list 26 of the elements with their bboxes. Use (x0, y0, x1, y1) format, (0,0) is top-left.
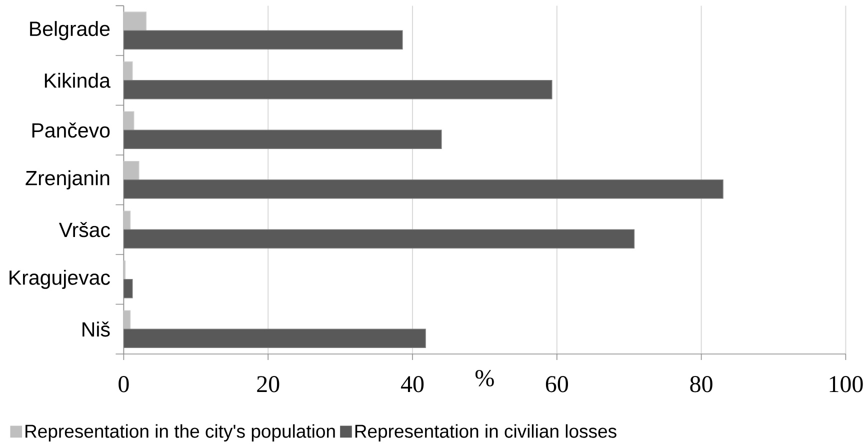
y-tick-label: Niš (82, 322, 110, 337)
bar (124, 30, 403, 50)
bar (124, 12, 146, 31)
y-tick-label: Zrenjanin (26, 170, 110, 190)
y-tick-label: Belgrade (30, 21, 110, 40)
y-tick-label: Vršac (58, 222, 110, 238)
bar (124, 130, 442, 150)
legend-label: Representation in the city's population (26, 424, 335, 442)
bar (124, 179, 724, 199)
x-axis-title: % (476, 370, 494, 386)
x-tick-label: 20 (257, 376, 280, 392)
y-tick-label: Pančevo (32, 122, 110, 138)
bar (124, 328, 426, 348)
legend-label: Representation in civilian losses (355, 424, 616, 442)
x-tick-label: 40 (400, 376, 424, 392)
bar (124, 62, 132, 80)
bar (124, 278, 133, 298)
x-tick-label: 0 (118, 376, 129, 392)
x-tick-label: 60 (546, 376, 568, 392)
y-tick-label: Kragujevac (10, 270, 110, 289)
bar (124, 160, 140, 180)
x-tick-label: 100 (830, 376, 863, 392)
x-tick-label: 80 (690, 376, 712, 392)
bar (124, 80, 552, 100)
bar (124, 229, 635, 249)
y-tick-label: Kikinda (44, 72, 110, 88)
